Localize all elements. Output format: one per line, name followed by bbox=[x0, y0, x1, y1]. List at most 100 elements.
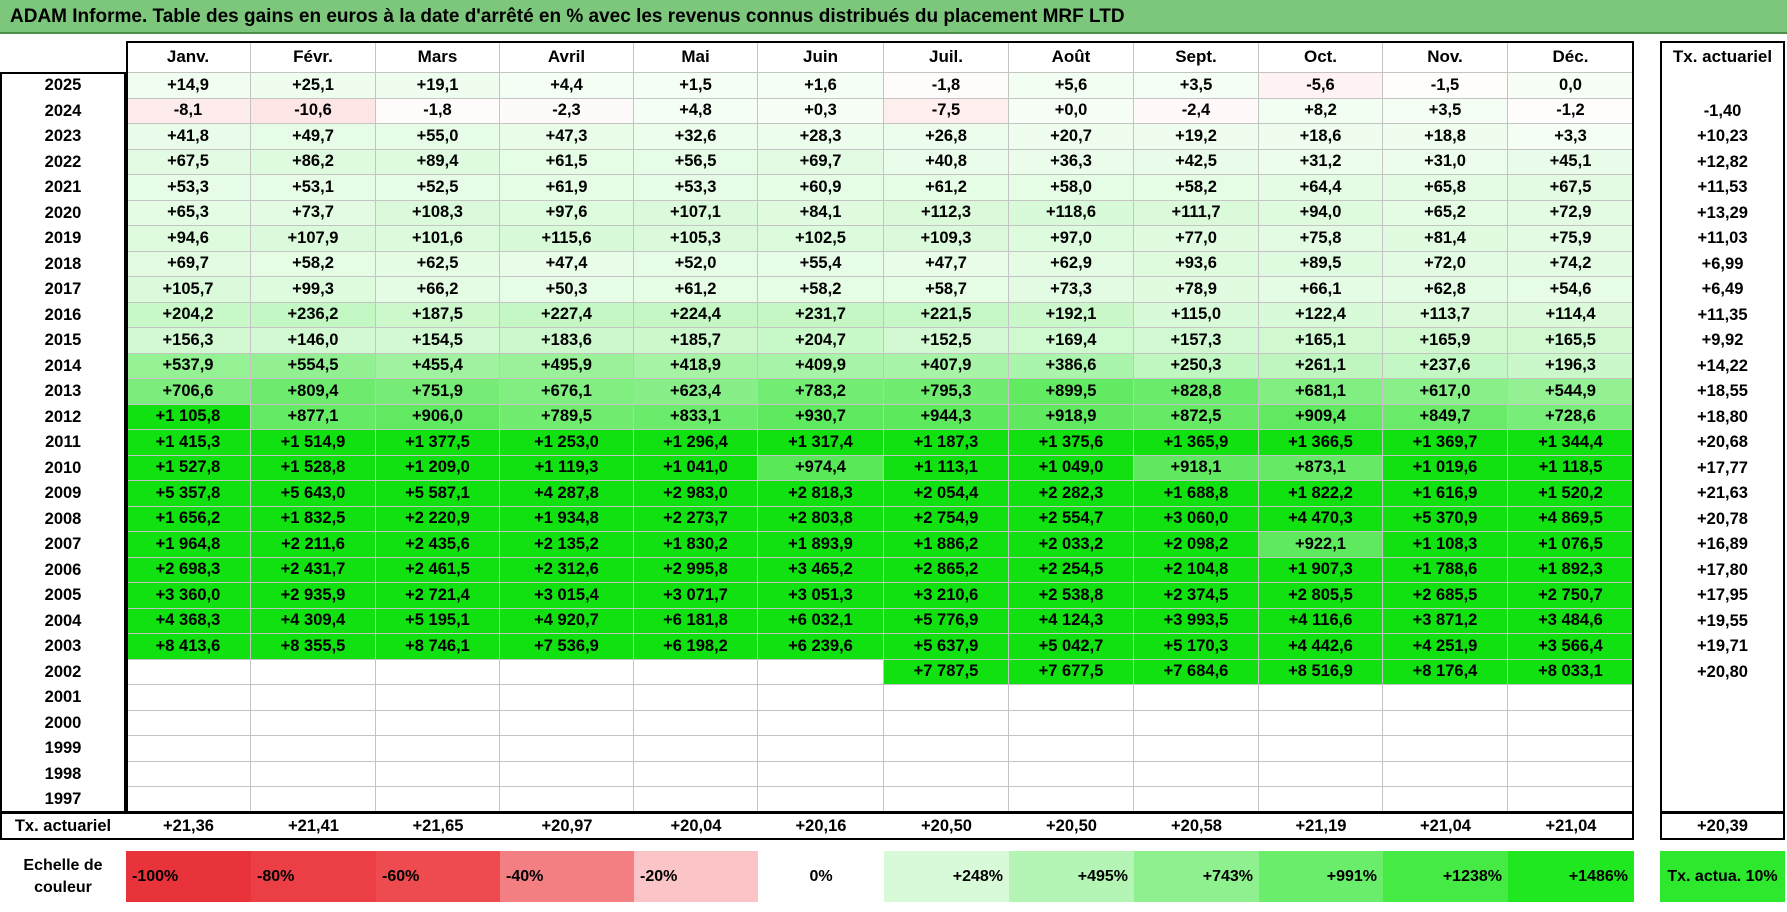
table-cell: +5,6 bbox=[1009, 73, 1134, 99]
table-cell: +28,3 bbox=[758, 124, 884, 150]
month-rate-cell: +21,41 bbox=[288, 816, 339, 835]
table-cell: +930,7 bbox=[758, 404, 884, 430]
table-cell: +2 282,3 bbox=[1009, 481, 1134, 507]
table-cell bbox=[500, 787, 634, 813]
table-cell: +52,0 bbox=[634, 251, 758, 277]
table-cell: +19,1 bbox=[376, 73, 500, 99]
table-cell: +1 832,5 bbox=[251, 506, 376, 532]
table-cell: +118,6 bbox=[1009, 200, 1134, 226]
table-cell: +169,4 bbox=[1009, 328, 1134, 354]
year-rate-cell bbox=[1660, 736, 1785, 762]
table-cell: +899,5 bbox=[1009, 379, 1134, 405]
table-cell bbox=[1259, 787, 1383, 813]
table-cell bbox=[634, 736, 758, 762]
table-cell: +386,6 bbox=[1009, 353, 1134, 379]
table-cell bbox=[251, 659, 376, 685]
table-cell: -2,4 bbox=[1134, 98, 1259, 124]
table-cell bbox=[1508, 736, 1634, 762]
table-cell: +4 442,6 bbox=[1259, 634, 1383, 660]
table-cell: +2 803,8 bbox=[758, 506, 884, 532]
table-cell: +58,2 bbox=[251, 251, 376, 277]
table-cell bbox=[884, 685, 1009, 711]
table-cell: -10,6 bbox=[251, 98, 376, 124]
table-cell: +6 198,2 bbox=[634, 634, 758, 660]
table-cell: +156,3 bbox=[126, 328, 251, 354]
year-rate-cell: +20,78 bbox=[1697, 509, 1748, 528]
legend-step: -60% bbox=[376, 851, 500, 902]
table-cell: +65,8 bbox=[1383, 175, 1508, 201]
table-cell: +7 677,5 bbox=[1009, 659, 1134, 685]
table-cell: +623,4 bbox=[634, 379, 758, 405]
year-rate-cell: +17,80 bbox=[1697, 560, 1748, 579]
legend-step: +743% bbox=[1134, 851, 1259, 902]
table-cell: +67,5 bbox=[126, 149, 251, 175]
month-header-4: Avril bbox=[500, 41, 634, 73]
table-cell: +2 685,5 bbox=[1383, 583, 1508, 609]
table-cell: +4 116,6 bbox=[1259, 608, 1383, 634]
table-cell: +3 015,4 bbox=[500, 583, 634, 609]
table-cell: +783,2 bbox=[758, 379, 884, 405]
table-cell: +1 365,9 bbox=[1134, 430, 1259, 456]
legend-step: +495% bbox=[1009, 851, 1134, 902]
table-cell: +261,1 bbox=[1259, 353, 1383, 379]
table-cell: +114,4 bbox=[1508, 302, 1634, 328]
table-cell: +2 698,3 bbox=[126, 557, 251, 583]
table-cell: +61,2 bbox=[634, 277, 758, 303]
table-cell: +102,5 bbox=[758, 226, 884, 252]
table-cell: +4 124,3 bbox=[1009, 608, 1134, 634]
legend-step: +991% bbox=[1259, 851, 1383, 902]
table-cell: +4 920,7 bbox=[500, 608, 634, 634]
table-cell bbox=[126, 736, 251, 762]
table-cell: +1 907,3 bbox=[1259, 557, 1383, 583]
table-cell bbox=[1383, 685, 1508, 711]
year-label: 2018 bbox=[44, 254, 82, 273]
year-rate-cell: +16,89 bbox=[1697, 535, 1748, 554]
table-cell bbox=[758, 685, 884, 711]
table-cell: +1 616,9 bbox=[1383, 481, 1508, 507]
table-cell bbox=[1134, 736, 1259, 762]
table-cell bbox=[1009, 761, 1134, 787]
table-cell: +47,3 bbox=[500, 124, 634, 150]
table-cell: +8 033,1 bbox=[1508, 659, 1634, 685]
table-cell: +65,2 bbox=[1383, 200, 1508, 226]
table-cell: +89,4 bbox=[376, 149, 500, 175]
table-cell: +877,1 bbox=[251, 404, 376, 430]
table-cell: +3,5 bbox=[1383, 98, 1508, 124]
table-cell: +77,0 bbox=[1134, 226, 1259, 252]
table-cell: +2 211,6 bbox=[251, 532, 376, 558]
table-cell bbox=[1134, 685, 1259, 711]
table-cell: +1 964,8 bbox=[126, 532, 251, 558]
table-cell: +455,4 bbox=[376, 353, 500, 379]
month-header-5: Mai bbox=[634, 41, 758, 73]
table-cell: +187,5 bbox=[376, 302, 500, 328]
year-rate-cell bbox=[1660, 73, 1785, 99]
table-cell: +224,4 bbox=[634, 302, 758, 328]
table-cell: +1 105,8 bbox=[126, 404, 251, 430]
year-label: 2020 bbox=[44, 203, 82, 222]
month-header-2: Févr. bbox=[251, 41, 376, 73]
table-cell: +3 465,2 bbox=[758, 557, 884, 583]
year-label: 2014 bbox=[44, 356, 82, 375]
table-cell bbox=[884, 736, 1009, 762]
table-cell: +2 865,2 bbox=[884, 557, 1009, 583]
table-cell bbox=[1009, 685, 1134, 711]
table-cell: +8 176,4 bbox=[1383, 659, 1508, 685]
table-cell: +1 788,6 bbox=[1383, 557, 1508, 583]
year-rate-cell bbox=[1660, 787, 1785, 813]
table-cell bbox=[634, 710, 758, 736]
table-cell: +2 554,7 bbox=[1009, 506, 1134, 532]
table-cell bbox=[376, 685, 500, 711]
year-rate-cell: +19,55 bbox=[1697, 611, 1748, 630]
table-cell bbox=[500, 659, 634, 685]
table-cell: +1 296,4 bbox=[634, 430, 758, 456]
table-cell: +1 893,9 bbox=[758, 532, 884, 558]
table-cell: +4 287,8 bbox=[500, 481, 634, 507]
table-cell: +8 355,5 bbox=[251, 634, 376, 660]
table-cell: +833,1 bbox=[634, 404, 758, 430]
table-cell: +94,6 bbox=[126, 226, 251, 252]
table-cell bbox=[376, 659, 500, 685]
table-cell: -7,5 bbox=[884, 98, 1009, 124]
table-cell bbox=[376, 761, 500, 787]
table-cell bbox=[1383, 787, 1508, 813]
year-label: 2009 bbox=[44, 484, 82, 503]
